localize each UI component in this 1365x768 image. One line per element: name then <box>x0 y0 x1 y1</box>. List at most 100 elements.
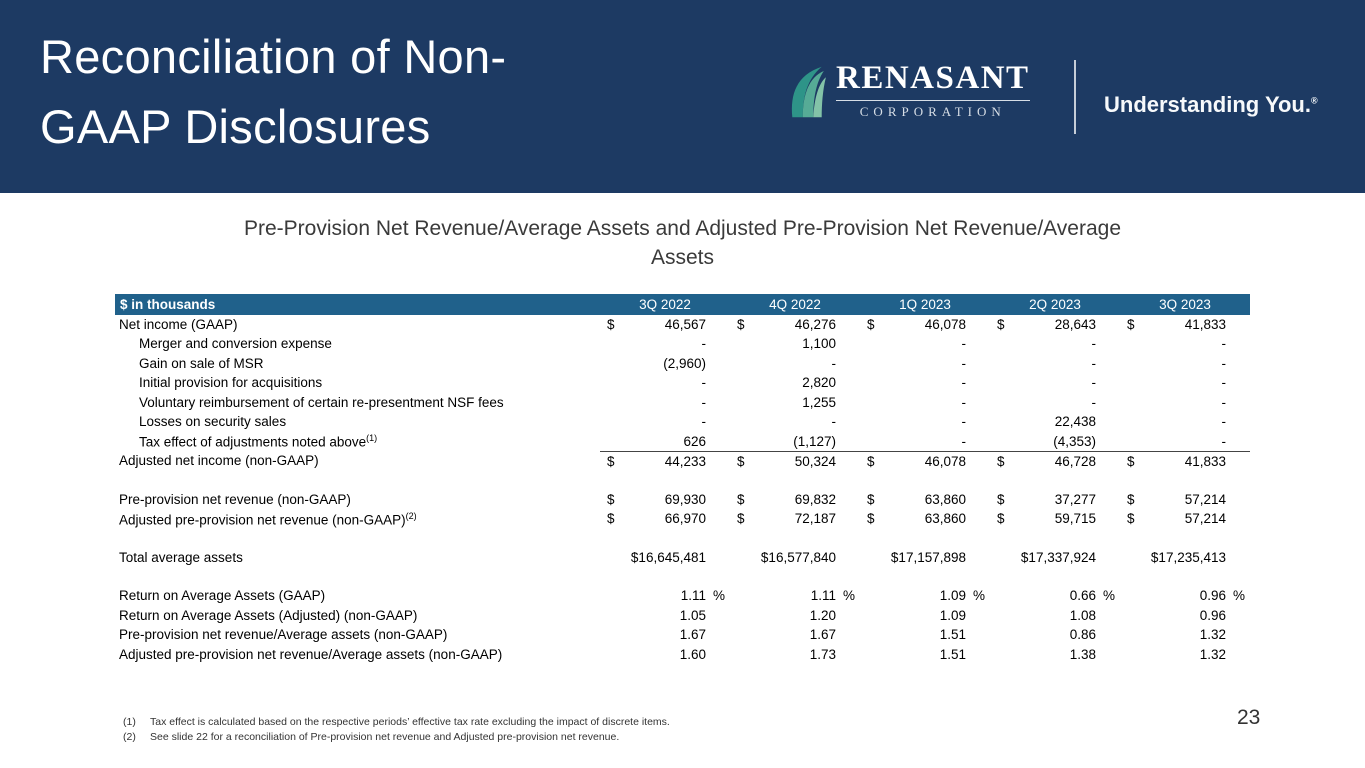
percent-cell <box>836 412 860 432</box>
percent-cell <box>836 509 860 529</box>
percent-cell <box>1226 509 1250 529</box>
spacer-row <box>115 471 1250 490</box>
value-cell: - <box>961 336 967 352</box>
slide-subtitle: Pre-Provision Net Revenue/Average Assets… <box>243 217 1122 269</box>
percent-cell <box>1226 431 1250 452</box>
percent-cell: % <box>1233 588 1246 604</box>
percent-cell <box>966 354 990 374</box>
percent-cell <box>706 354 730 374</box>
percent-cell <box>1096 393 1120 413</box>
percent-cell <box>706 509 730 529</box>
percent-cell <box>966 451 990 471</box>
dollar-sign-cell: $ <box>997 453 1005 469</box>
value-cell: - <box>1091 355 1097 371</box>
value-cell: 1.08 <box>1069 607 1096 623</box>
dollar-sign-cell: $ <box>997 316 1005 332</box>
dollar-sign-cell <box>860 334 880 354</box>
row-label: Adjusted pre-provision net revenue (non-… <box>119 510 417 528</box>
logo-subname: CORPORATION <box>859 104 1006 119</box>
value-cell: 1.38 <box>1069 646 1096 662</box>
value-cell: - <box>701 336 707 352</box>
value-cell: - <box>701 375 707 391</box>
percent-cell <box>706 451 730 471</box>
dollar-sign-cell <box>1120 354 1140 374</box>
percent-cell <box>966 431 990 452</box>
value-cell: - <box>1091 375 1097 391</box>
value-cell: 41,833 <box>1184 453 1226 469</box>
table-row: Adjusted pre-provision net revenue (non-… <box>115 509 1250 529</box>
percent-cell <box>706 315 730 335</box>
percent-cell <box>836 315 860 335</box>
value-cell: 0.66 <box>1069 588 1096 604</box>
value-cell: - <box>701 414 707 430</box>
dollar-sign-cell <box>1120 393 1140 413</box>
logo-name: RENASANT <box>836 62 1030 101</box>
table-body: Net income (GAAP) $46,567 $46,276 $46,078 $2… <box>115 315 1250 665</box>
row-label: Adjusted net income (non-GAAP) <box>119 453 319 469</box>
percent-cell <box>1096 606 1120 626</box>
dollar-sign-cell <box>730 548 750 568</box>
value-cell: 1.32 <box>1199 646 1226 662</box>
dollar-sign-cell <box>1120 412 1140 432</box>
percent-cell <box>1226 393 1250 413</box>
value-cell: - <box>1221 336 1227 352</box>
dollar-sign-cell <box>990 334 1010 354</box>
footnote-ref: (2) <box>405 510 417 521</box>
percent-cell <box>836 625 860 645</box>
dollar-sign-cell <box>1120 586 1140 606</box>
column-header: 1Q 2023 <box>860 293 990 315</box>
percent-cell: % <box>973 588 986 604</box>
value-cell: 69,930 <box>664 491 706 507</box>
value-cell: 1.05 <box>679 607 706 623</box>
percent-cell <box>706 645 730 665</box>
dollar-sign-cell <box>990 393 1010 413</box>
percent-cell <box>966 373 990 393</box>
table-row: Voluntary reimbursement of certain re-pr… <box>115 393 1250 413</box>
value-cell: 1.51 <box>939 627 966 643</box>
percent-cell <box>706 606 730 626</box>
table-row: Merger and conversion expense - 1,100 - - - <box>115 334 1250 354</box>
dollar-sign-cell <box>990 645 1010 665</box>
percent-cell <box>836 354 860 374</box>
value-cell: - <box>961 355 967 371</box>
value-cell: 1.67 <box>809 627 836 643</box>
percent-cell <box>966 393 990 413</box>
value-cell: $17,337,924 <box>1020 549 1096 565</box>
value-cell: - <box>1221 375 1227 391</box>
dollar-sign-cell <box>990 412 1010 432</box>
value-cell: 0.96 <box>1199 588 1226 604</box>
value-cell: 1.67 <box>679 627 706 643</box>
value-cell: 50,324 <box>794 453 836 469</box>
table-row: Pre-provision net revenue (non-GAAP) $69,… <box>115 490 1250 510</box>
value-cell: - <box>961 414 967 430</box>
percent-cell <box>836 393 860 413</box>
value-cell: 63,860 <box>924 511 966 527</box>
dollar-sign-cell <box>860 606 880 626</box>
logo-text: RENASANT CORPORATION <box>836 62 1030 120</box>
slide-title-line1: Reconciliation of Non- <box>40 30 507 83</box>
percent-cell <box>836 334 860 354</box>
dollar-sign-cell: $ <box>737 491 745 507</box>
value-cell: 1.20 <box>809 607 836 623</box>
value-cell: 1,100 <box>802 336 836 352</box>
dollar-sign-cell: $ <box>1127 511 1135 527</box>
column-header: 3Q 2022 <box>600 293 730 315</box>
percent-cell <box>706 393 730 413</box>
percent-cell <box>966 412 990 432</box>
percent-cell <box>1226 354 1250 374</box>
dollar-sign-cell: $ <box>997 491 1005 507</box>
dollar-sign-cell: $ <box>997 511 1005 527</box>
row-label: Net income (GAAP) <box>119 316 238 332</box>
tagline-text: Understanding You. <box>1104 92 1311 117</box>
column-header: 4Q 2022 <box>730 293 860 315</box>
dollar-sign-cell: $ <box>867 453 875 469</box>
percent-cell: % <box>713 588 726 604</box>
value-cell: 72,187 <box>794 511 836 527</box>
value-cell: 0.96 <box>1199 607 1226 623</box>
value-cell: 1.11 <box>810 588 836 604</box>
value-cell: $17,157,898 <box>890 549 966 565</box>
footnote-ref: (1) <box>366 433 378 444</box>
percent-cell <box>966 490 990 510</box>
dollar-sign-cell: $ <box>607 491 615 507</box>
dollar-sign-cell <box>730 334 750 354</box>
